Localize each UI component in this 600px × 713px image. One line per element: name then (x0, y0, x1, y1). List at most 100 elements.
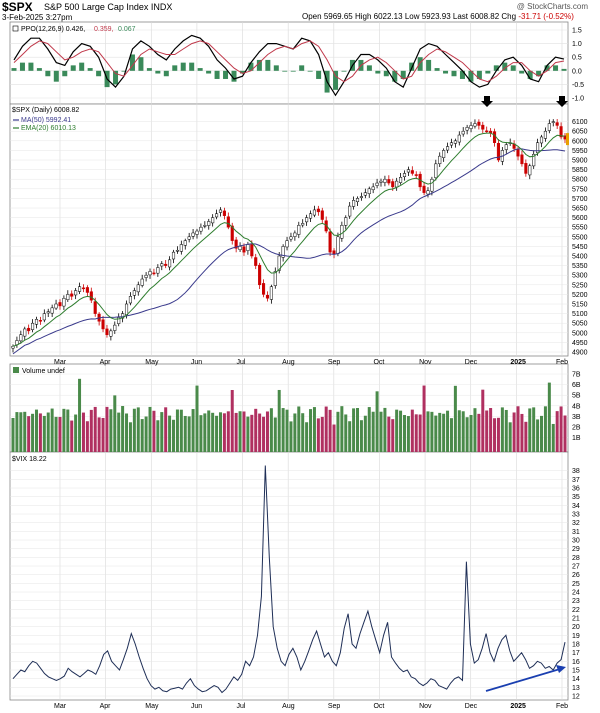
volume-bar (195, 385, 199, 452)
vix-tick-label: 29 (572, 546, 580, 553)
ppo-histogram-bar (273, 65, 279, 71)
volume-bar (430, 411, 434, 452)
vix-tick-label: 21 (572, 616, 580, 623)
ppo-histogram-bar (197, 68, 203, 71)
vix-tick-label: 30 (572, 538, 580, 545)
volume-bar (191, 409, 195, 452)
price-bar-body (254, 257, 258, 266)
volume-tick-label: 6B (572, 382, 581, 389)
price-bar-body (152, 272, 156, 275)
ppo-tick-label: 0.5 (572, 55, 582, 62)
price-bar-body (175, 249, 179, 252)
volume-bar (265, 411, 269, 452)
volume-bar (101, 417, 105, 452)
price-bar-body (70, 293, 74, 297)
volume-bar (230, 390, 234, 452)
volume-bar (250, 414, 254, 452)
price-tick-label: 5900 (572, 158, 588, 165)
price-tick-label: 5250 (572, 282, 588, 289)
price-bar-body (297, 225, 301, 235)
price-bar-body (156, 267, 160, 274)
price-bar-body (496, 142, 500, 161)
price-bar-body (81, 287, 86, 290)
volume-bar (113, 395, 117, 452)
month-label: 2025 (510, 359, 526, 366)
price-bar-body (539, 136, 544, 144)
last-price-marker (566, 133, 569, 146)
volume-bar (297, 406, 301, 452)
volume-bar (453, 385, 457, 452)
volume-bar (516, 406, 520, 452)
ema20-line (12, 132, 566, 347)
price-bar-body (293, 232, 297, 237)
volume-bar (379, 411, 383, 452)
ppo-histogram-bar (223, 70, 229, 79)
ppo-histogram-bar (341, 70, 347, 72)
ppo-histogram-bar (561, 68, 567, 71)
volume-tick-label: 5B (572, 393, 581, 400)
low-value: 5923.93 (421, 12, 451, 21)
volume-bar (422, 385, 426, 452)
panel-frame-ppo (9, 21, 569, 105)
open-value: 5969.65 (323, 12, 353, 21)
price-tick-label: 6000 (572, 138, 588, 145)
price-bar-body (218, 209, 223, 213)
vix-tick-label: 26 (572, 572, 580, 579)
vix-tick-label: 36 (572, 486, 580, 493)
volume-bar (269, 408, 273, 452)
volume-bar (414, 414, 418, 452)
month-label: Dec (465, 359, 478, 366)
volume-bar (62, 408, 66, 452)
price-tick-label: 5350 (572, 263, 588, 270)
volume-bar (234, 412, 238, 452)
price-bar-body (430, 178, 434, 192)
volume-bar (391, 419, 395, 452)
vix-tick-label: 25 (572, 581, 580, 588)
price-bar-body (31, 322, 35, 330)
vix-tick-label: 27 (572, 564, 580, 571)
price-bar-body (324, 220, 328, 232)
ppo-histogram-bar (459, 70, 465, 79)
symbol-title: $SPX (2, 0, 33, 14)
month-label: Apr (100, 359, 112, 366)
ppo-histogram-bar (400, 70, 406, 79)
volume-bar (504, 409, 508, 452)
price-bar-body (93, 301, 97, 314)
price-bar-body (504, 144, 508, 150)
volume-bar (125, 413, 129, 452)
price-bar-body (371, 186, 375, 191)
price-bar-body (363, 192, 367, 196)
price-bar-body (402, 173, 407, 177)
price-bar-body (316, 208, 320, 213)
price-bar-body (410, 170, 414, 174)
volume-bar (144, 416, 148, 452)
price-bar-body (168, 259, 172, 268)
volume-bar (168, 415, 172, 452)
price-bar-body (265, 294, 270, 299)
month-label: 2025 (510, 703, 526, 710)
price-bar-body (250, 244, 254, 257)
price-bar-body (426, 190, 430, 195)
open-label: Open (302, 12, 322, 21)
volume-bar (359, 420, 363, 452)
volume-bar (344, 414, 348, 452)
volume-bar (258, 413, 262, 452)
price-bar-body (449, 142, 454, 146)
low-label: Low (404, 12, 420, 21)
volume-bar (187, 416, 191, 452)
volume-bar (34, 409, 38, 452)
volume-bar (183, 415, 187, 452)
price-bar-body (187, 236, 191, 240)
price-bar-body (23, 328, 27, 337)
vix-tick-label: 24 (572, 590, 580, 597)
price-bar-body (367, 188, 371, 194)
volume-bar (316, 418, 320, 452)
price-bar-body (66, 294, 70, 300)
volume-bar (289, 421, 293, 452)
price-bar-body (140, 278, 144, 286)
price-bar-body (207, 221, 211, 226)
price-bar-body (434, 163, 438, 178)
ppo-legend-label: PPO(12,26,9) 0.426, (21, 26, 85, 33)
price-bar-body (555, 122, 559, 126)
